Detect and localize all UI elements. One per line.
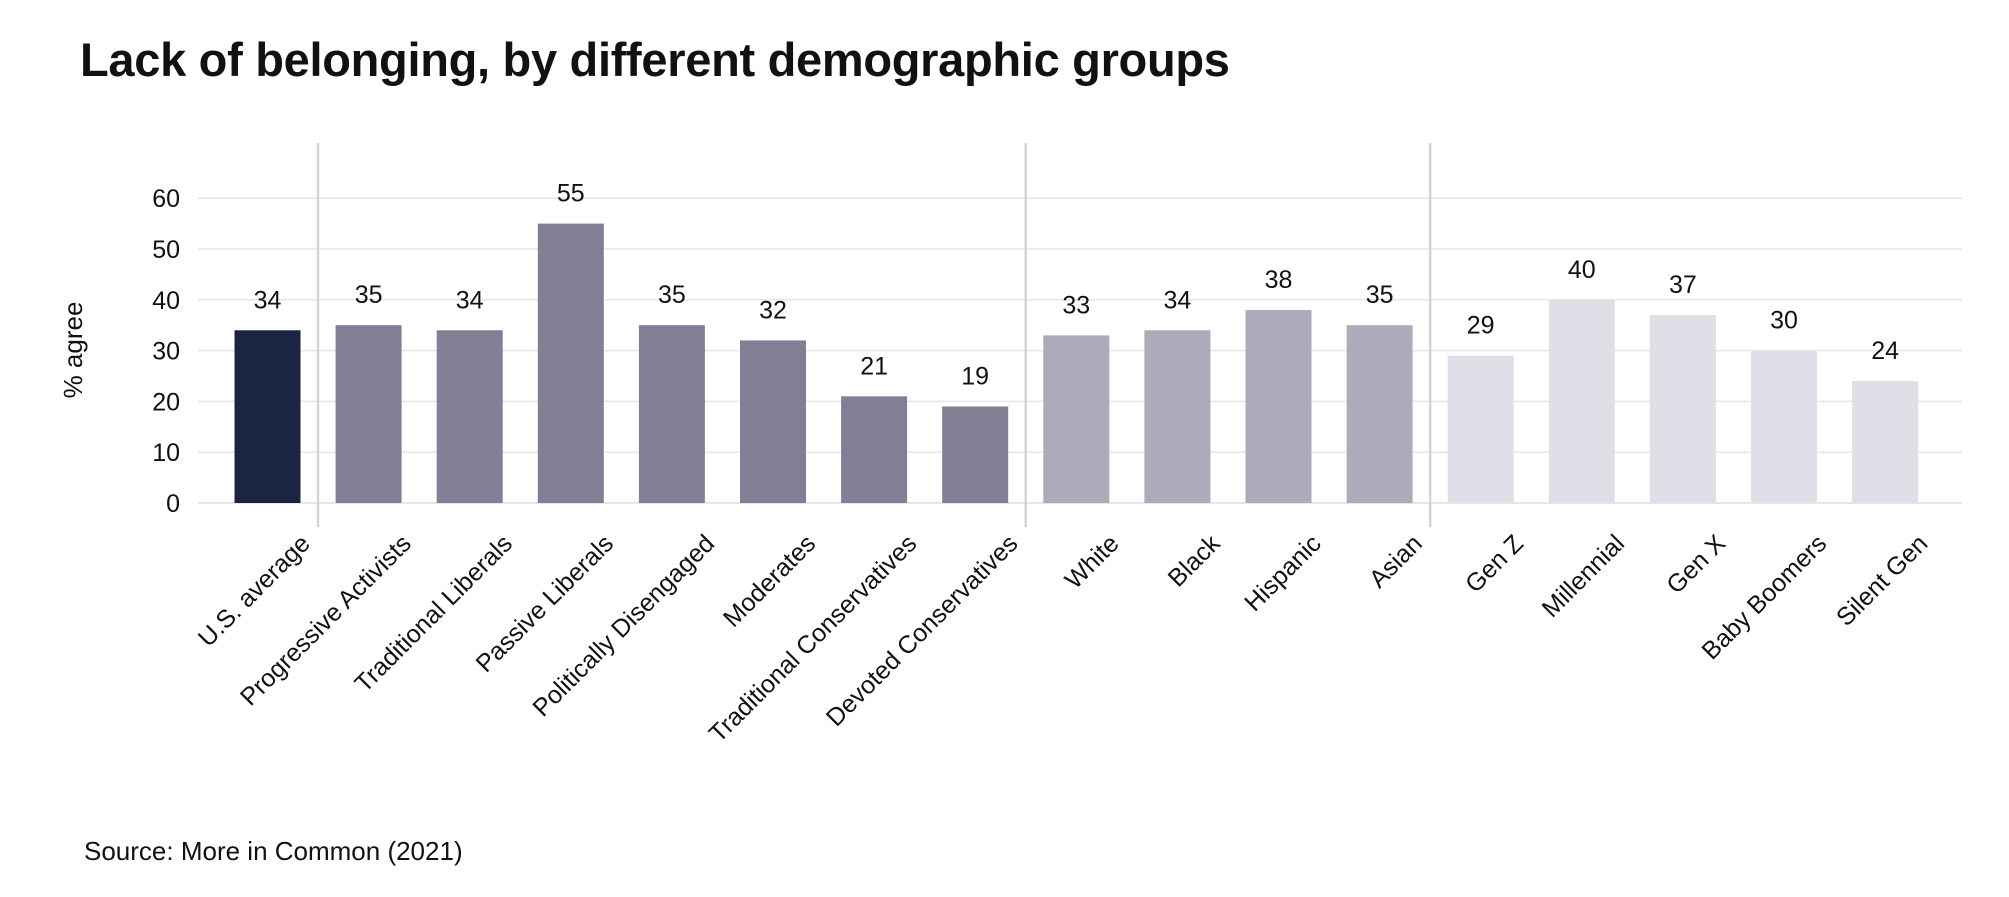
bars <box>234 223 1919 503</box>
bar <box>1649 315 1716 503</box>
data-label: 40 <box>1568 256 1596 284</box>
x-tick-label: Traditional Conservatives <box>704 529 923 748</box>
x-tick-label: White <box>1060 529 1125 594</box>
y-axis-label: % agree <box>58 302 88 399</box>
y-tick-label: 50 <box>152 236 180 264</box>
bar <box>1043 335 1110 503</box>
data-label: 29 <box>1467 312 1495 340</box>
x-tick-label: Gen X <box>1661 529 1731 599</box>
bar <box>1447 355 1514 503</box>
data-label: 34 <box>456 286 484 314</box>
bar <box>1751 350 1817 503</box>
chart-title: Lack of belonging, by different demograp… <box>80 33 1230 86</box>
x-tick-label: Devoted Conservatives <box>821 529 1024 732</box>
bar <box>1548 299 1615 503</box>
bar <box>335 325 402 503</box>
data-label: 35 <box>1366 281 1394 309</box>
y-tick-label: 60 <box>152 185 180 213</box>
x-tick-label: Hispanic <box>1239 529 1327 617</box>
data-labels: 34 35 34 55 35 32 21 19 33 34 38 35 29 40 37 30 24 <box>254 180 1900 391</box>
x-tick-label: Politically Disengaged <box>527 529 720 722</box>
y-axis-ticks: 0 10 20 30 40 50 60 <box>152 185 180 518</box>
data-label: 37 <box>1669 271 1697 299</box>
data-label: 35 <box>658 281 686 309</box>
source-note: Source: More in Common (2021) <box>84 836 463 866</box>
bar <box>942 406 1009 503</box>
bar-chart: 0 10 20 30 40 50 60 % agree 34 35 34 55 35 32 21 19 33… <box>58 143 1962 748</box>
data-label: 34 <box>254 286 282 314</box>
data-label: 55 <box>557 180 585 208</box>
x-tick-label: Black <box>1163 529 1226 592</box>
bar <box>1852 381 1919 503</box>
y-tick-label: 10 <box>152 439 180 467</box>
y-tick-label: 0 <box>166 490 180 518</box>
bar <box>234 330 301 503</box>
y-tick-label: 30 <box>152 338 180 366</box>
bar <box>1245 309 1312 503</box>
x-tick-label: Silent Gen <box>1831 529 1933 631</box>
x-tick-label: Moderates <box>718 529 821 632</box>
x-tick-label: Progressive Activists <box>235 529 417 711</box>
bar <box>537 223 604 503</box>
data-label: 21 <box>860 352 888 380</box>
data-label: 30 <box>1770 307 1798 335</box>
y-tick-label: 20 <box>152 388 180 416</box>
x-tick-label: Asian <box>1364 529 1428 593</box>
bar <box>1144 330 1211 503</box>
bar <box>638 325 705 503</box>
y-tick-label: 40 <box>152 287 180 315</box>
data-label: 32 <box>759 296 787 324</box>
x-tick-label: Millennial <box>1537 529 1630 622</box>
data-label: 34 <box>1163 286 1191 314</box>
data-label: 24 <box>1871 337 1899 365</box>
bar <box>436 330 503 503</box>
group-separators <box>316 143 1432 527</box>
x-tick-label: Gen Z <box>1460 529 1529 598</box>
data-label: 19 <box>961 362 989 390</box>
bar <box>841 396 908 503</box>
data-label: 35 <box>355 281 383 309</box>
data-label: 33 <box>1062 291 1090 319</box>
data-label: 38 <box>1265 266 1293 294</box>
bar <box>1346 325 1413 503</box>
bar <box>740 340 806 503</box>
